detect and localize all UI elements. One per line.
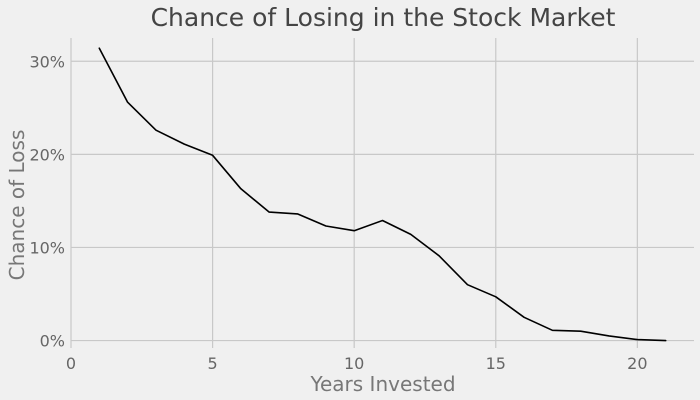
y-tick-label: 30% — [29, 52, 65, 71]
x-tick-label: 20 — [627, 354, 647, 373]
grid — [70, 38, 694, 348]
tick-labels: 0 5 10 15 20 0% 10% 20% 30% — [29, 52, 647, 373]
series-line — [98, 47, 667, 342]
x-tick-label: 0 — [66, 354, 76, 373]
y-tick-label: 20% — [29, 145, 65, 164]
y-axis-label: Chance of Loss — [5, 130, 29, 281]
x-tick-label: 10 — [344, 354, 364, 373]
x-tick-label: 5 — [207, 354, 217, 373]
series-lines — [98, 47, 667, 342]
x-tick-label: 15 — [486, 354, 506, 373]
y-tick-label: 0% — [40, 332, 65, 351]
x-axis-label: Years Invested — [309, 372, 455, 396]
chart-title: Chance of Losing in the Stock Market — [151, 3, 616, 32]
y-tick-label: 10% — [29, 238, 65, 257]
